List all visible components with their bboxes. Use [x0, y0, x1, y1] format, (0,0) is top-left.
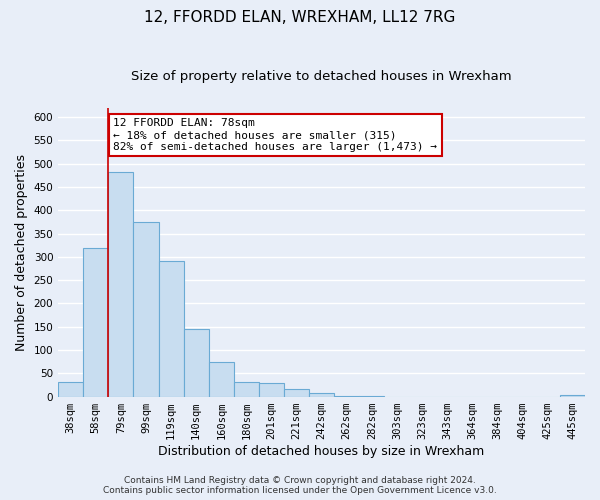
- Text: 12, FFORDD ELAN, WREXHAM, LL12 7RG: 12, FFORDD ELAN, WREXHAM, LL12 7RG: [145, 10, 455, 25]
- Bar: [133, 222, 158, 396]
- Bar: [109, 172, 133, 396]
- X-axis label: Distribution of detached houses by size in Wrexham: Distribution of detached houses by size …: [158, 444, 485, 458]
- Y-axis label: Number of detached properties: Number of detached properties: [15, 154, 28, 350]
- Bar: [309, 394, 334, 396]
- Title: Size of property relative to detached houses in Wrexham: Size of property relative to detached ho…: [131, 70, 512, 83]
- Bar: [83, 248, 109, 396]
- Text: 12 FFORDD ELAN: 78sqm
← 18% of detached houses are smaller (315)
82% of semi-det: 12 FFORDD ELAN: 78sqm ← 18% of detached …: [113, 118, 437, 152]
- Bar: [158, 262, 184, 396]
- Bar: [259, 383, 284, 396]
- Text: Contains HM Land Registry data © Crown copyright and database right 2024.
Contai: Contains HM Land Registry data © Crown c…: [103, 476, 497, 495]
- Bar: [184, 329, 209, 396]
- Bar: [209, 362, 234, 396]
- Bar: [58, 382, 83, 396]
- Bar: [284, 389, 309, 396]
- Bar: [560, 395, 585, 396]
- Bar: [234, 382, 259, 396]
